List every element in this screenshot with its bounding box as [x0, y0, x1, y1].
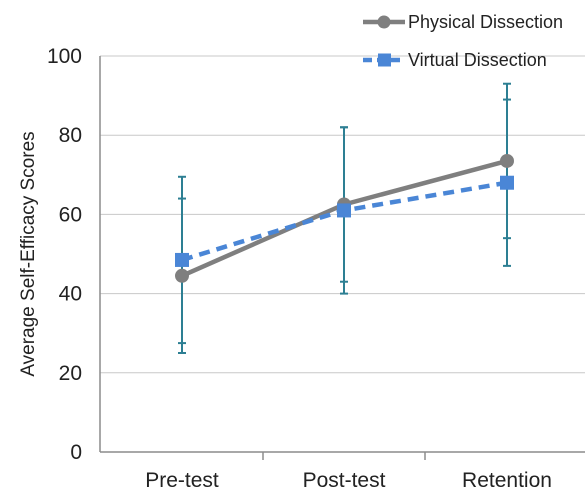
- y-tick-label: 100: [47, 45, 82, 68]
- x-tick-label: Post-test: [303, 469, 386, 492]
- error-bars: [178, 82, 511, 354]
- y-axis-title: Average Self-Efficacy Scores: [18, 131, 39, 376]
- legend-marker: [377, 15, 391, 29]
- data-point: [337, 203, 351, 218]
- legend: Physical Dissection Virtual Dissection: [363, 12, 563, 70]
- y-tick-labels: 0 20 40 60 80 100: [47, 45, 82, 464]
- y-tick-label: 40: [59, 283, 82, 306]
- legend-label: Physical Dissection: [408, 12, 563, 32]
- series-markers: [175, 153, 514, 283]
- x-tick-label: Pre-test: [145, 469, 219, 492]
- legend-marker: [378, 53, 391, 67]
- data-point: [500, 153, 514, 168]
- x-tick-labels: Pre-test Post-test Retention: [145, 469, 552, 492]
- data-point: [175, 252, 189, 267]
- y-tick-label: 20: [59, 362, 82, 385]
- y-tick-label: 0: [70, 441, 82, 464]
- y-tick-label: 60: [59, 203, 82, 226]
- y-tick-label: 80: [59, 124, 82, 147]
- data-point: [175, 268, 189, 283]
- data-point: [500, 175, 514, 190]
- axes: [99, 56, 585, 453]
- x-tick-label: Retention: [462, 469, 552, 492]
- x-tick-marks: [262, 452, 426, 460]
- legend-label: Virtual Dissection: [408, 50, 547, 70]
